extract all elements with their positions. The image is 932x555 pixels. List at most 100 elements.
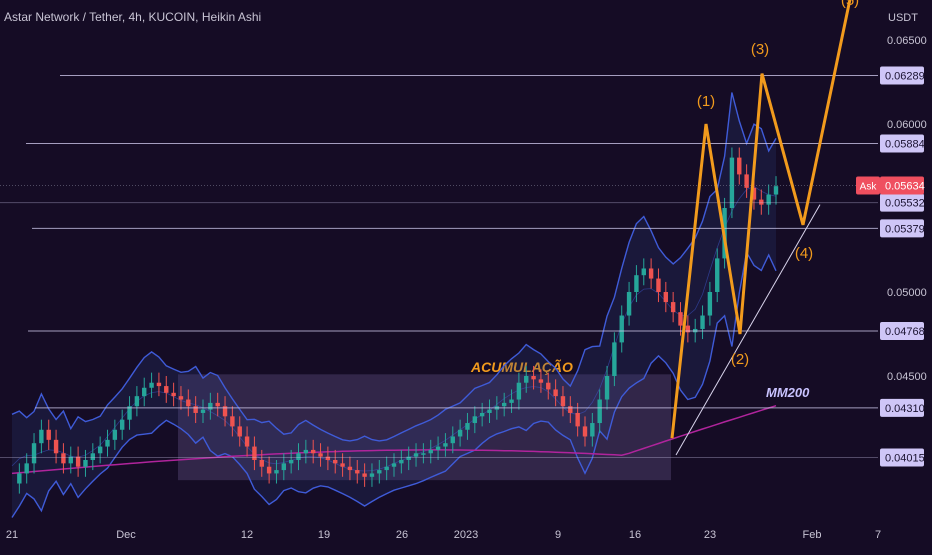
candle-body [53, 439, 59, 454]
candle-body [186, 399, 191, 407]
candle-body [501, 402, 507, 407]
candle-body [340, 463, 345, 467]
wave-label-3: (3) [751, 41, 769, 58]
accumulation-label: ACUMULAÇÃO [470, 358, 573, 375]
y-tick-label: 0.05000 [887, 287, 927, 299]
candle-body [590, 423, 595, 437]
x-tick-label: Feb [803, 529, 822, 541]
candle-body [215, 402, 220, 407]
candle-body [391, 463, 397, 467]
x-tick-label: 12 [241, 529, 253, 541]
candle-body [406, 456, 411, 460]
candle-body [656, 278, 661, 292]
horizontal-levels [0, 74, 878, 458]
candle-body [266, 466, 272, 474]
candle-body [347, 466, 353, 471]
candle-body [17, 473, 22, 484]
candle-body [707, 292, 713, 316]
x-tick-label: 19 [318, 529, 330, 541]
candle-body [715, 258, 720, 292]
candle-body [487, 409, 492, 413]
candle-body [612, 342, 617, 376]
candle-body [244, 436, 250, 447]
level-tag [880, 134, 924, 153]
candle-body [230, 416, 235, 427]
x-tick-label: Dec [116, 529, 136, 541]
candle-body [516, 382, 522, 400]
candle-body [384, 466, 389, 471]
candle-body [435, 446, 441, 450]
candle-body [171, 392, 176, 397]
ask-price-label: 0.05634 [885, 180, 925, 192]
ask-badge-label: Ask [860, 181, 878, 192]
candle-body [164, 386, 169, 393]
candle-body [296, 453, 301, 460]
candle-body [193, 406, 198, 413]
candle-body [90, 453, 96, 460]
candle-body [303, 449, 309, 454]
axis-currency: USDT [888, 12, 918, 24]
candle-body [288, 460, 294, 464]
y-tick-label: 0.06000 [887, 119, 927, 131]
x-tick-label: 9 [555, 529, 561, 541]
candle-body [318, 453, 323, 457]
candle-body [142, 387, 147, 397]
x-tick-label: 26 [396, 529, 408, 541]
wave-label-5: (5) [841, 0, 859, 9]
candle-body [641, 268, 646, 276]
candle-body [568, 406, 573, 413]
candle-body [421, 453, 426, 455]
candle-body [472, 416, 478, 424]
wave-label-4: (4) [795, 245, 813, 262]
candle-body [413, 453, 419, 457]
candle-body [678, 312, 683, 326]
candle-body [700, 315, 705, 329]
candle-body [75, 456, 81, 467]
candle-body [457, 429, 463, 437]
candle-body [634, 275, 639, 292]
level-tag [880, 398, 924, 417]
candle-body [24, 463, 29, 474]
candle-body [479, 412, 485, 417]
candle-body [751, 187, 757, 200]
candle-body [237, 426, 242, 437]
candle-body [208, 402, 213, 410]
level-tag-label: 0.06289 [885, 70, 925, 82]
candle-body [759, 199, 764, 205]
level-tag [880, 219, 924, 238]
candle-body [399, 460, 404, 464]
candle-body [97, 446, 103, 454]
level-tag-label: 0.05379 [885, 223, 925, 235]
trend-line [675, 204, 821, 456]
level-tag [880, 66, 924, 85]
candle-body [582, 426, 588, 437]
candle-body [333, 460, 338, 464]
candle-body [626, 292, 632, 316]
wave-label-1: (1) [697, 93, 715, 110]
level-tag [880, 193, 924, 212]
candle-body [766, 194, 771, 205]
candle-body [178, 396, 184, 400]
candle-body [773, 186, 779, 195]
candle-body [156, 382, 162, 387]
candle-body [200, 409, 206, 413]
candle-body [355, 470, 360, 474]
wave-label-2: (2) [731, 351, 749, 368]
level-tag [880, 321, 924, 340]
candle-body [465, 423, 470, 430]
candle-body [538, 379, 544, 383]
candle-body [252, 446, 257, 460]
level-tag-label: 0.05532 [885, 198, 925, 210]
candle-body [222, 406, 228, 417]
candle-body [685, 325, 691, 333]
level-tag-label: 0.04768 [885, 326, 925, 338]
x-tick-label: 2023 [454, 529, 478, 541]
chart-title: Astar Network / Tether, 4h, KUCOIN, Heik… [4, 10, 262, 24]
candle-body [546, 382, 551, 390]
candle-body [377, 470, 382, 474]
candle-body [127, 406, 132, 420]
price-axis: USDT 0.04500 0.05000 0.06000 0.06500 0.06289 0… [856, 12, 927, 467]
bollinger-upper [11, 92, 777, 442]
level-tag-label: 0.04310 [885, 403, 925, 415]
